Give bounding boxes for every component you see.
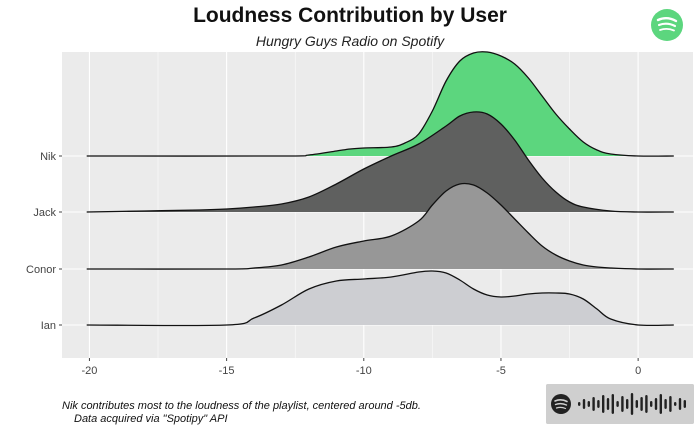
code-bar	[650, 401, 653, 407]
code-bar	[640, 397, 643, 411]
code-bar	[597, 400, 600, 408]
y-tick-label: Jack	[33, 207, 56, 219]
code-bar	[592, 397, 595, 411]
code-bar	[630, 393, 634, 415]
x-tick-label: 0	[635, 365, 641, 377]
code-bar	[616, 401, 619, 407]
code-bar	[578, 402, 581, 406]
ridge-line-jack	[86, 111, 674, 213]
code-bar	[654, 398, 658, 410]
y-axis: Ian Conor Jack Nik	[26, 151, 62, 332]
spotify-code-icon	[546, 384, 694, 424]
ridge-line-ian	[86, 270, 674, 327]
x-tick-label: -5	[496, 365, 506, 377]
spotify-logo-icon	[651, 9, 683, 41]
y-tick-label: Nik	[40, 151, 56, 163]
caption-line-1: Nik contributes most to the loudness of …	[62, 400, 421, 412]
code-bar	[606, 398, 610, 410]
code-bar	[587, 401, 590, 407]
ridge-line-nik	[86, 51, 674, 157]
code-bar	[635, 400, 638, 408]
code-bar	[659, 394, 662, 414]
ridge-fill-ian	[86, 270, 674, 326]
density-ridges	[86, 51, 674, 327]
ridge-fill-nik	[86, 51, 674, 157]
code-bar	[669, 396, 672, 412]
code-bar	[602, 395, 605, 413]
code-bar	[621, 396, 624, 412]
caption-line-2: Data acquired via "Spotipy" API	[74, 413, 228, 425]
code-bar	[582, 399, 586, 409]
y-tick-label: Conor	[26, 264, 56, 276]
x-tick-label: -20	[81, 365, 97, 377]
chart-title: Loudness Contribution by User	[193, 4, 507, 27]
ridge-line-conor	[86, 182, 674, 270]
code-bar	[674, 402, 677, 406]
code-bar	[611, 394, 614, 414]
code-bar	[664, 399, 667, 409]
x-axis: -20 -15 -10 -5 0	[81, 358, 641, 377]
y-tick-label: Ian	[41, 320, 56, 332]
x-tick-label: -10	[356, 365, 372, 377]
chart-subtitle: Hungry Guys Radio on Spotify	[255, 33, 445, 49]
code-bar	[645, 395, 648, 413]
code-bar	[678, 398, 682, 410]
ridge-fill-jack	[86, 111, 674, 213]
x-tick-label: -15	[219, 365, 235, 377]
code-bar	[626, 399, 629, 409]
code-bar	[683, 400, 686, 408]
ridge-fill-conor	[86, 183, 674, 270]
